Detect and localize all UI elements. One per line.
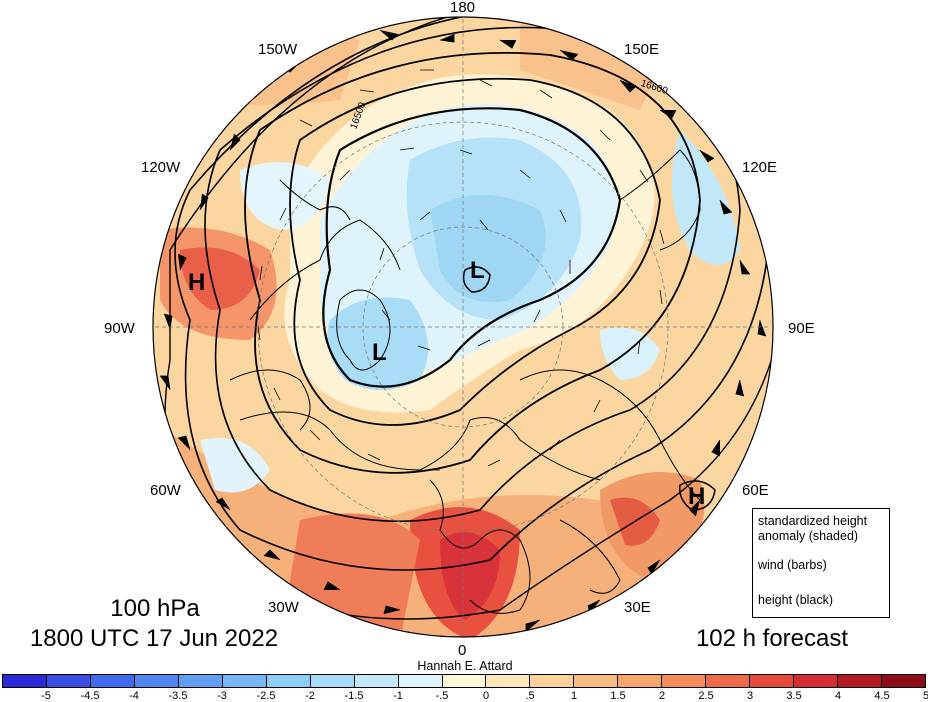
lon-label-180: 180 [450, 0, 476, 16]
colorbar-tick-label: -3 [217, 690, 227, 702]
colorbar-swatch [574, 675, 619, 687]
colorbar-tick-label: -1 [393, 690, 403, 702]
legend-wind: wind (barbs) [758, 558, 827, 572]
forecast-hour-title: 102 h forecast [695, 625, 849, 652]
colorbar-swatch [794, 675, 839, 687]
colorbar-swatch [618, 675, 663, 687]
colorbar-tick-label: -2 [305, 690, 315, 702]
high-center-west: H [188, 269, 206, 296]
colorbar-tick-label: 2 [658, 690, 666, 702]
lon-label-30e: 30E [624, 599, 651, 616]
colorbar-swatch [706, 675, 751, 687]
high-center-asia: H [688, 483, 706, 510]
colorbar-tick-label: -4.5 [80, 690, 100, 702]
colorbar-swatch [266, 675, 311, 687]
colorbar-tick-label: 2.5 [698, 690, 714, 702]
lon-label-120w: 120W [141, 159, 181, 176]
valid-time-title: 1800 UTC 17 Jun 2022 [29, 625, 279, 652]
legend-height: height (black) [758, 593, 834, 607]
legend-anomaly-line1: standardized height [758, 514, 868, 528]
colorbar-swatch [310, 675, 355, 687]
colorbar-tick-label: 3 [746, 690, 754, 702]
coastlines [229, 149, 701, 614]
colorbar-tick-label: -.5 [435, 690, 449, 702]
map-boundary [152, 16, 774, 638]
colorbar-swatch [486, 675, 531, 687]
colorbar-ticks: -5 -4.5 -4 -3.5 -3 -2.5 -2 -1.5 -1 -.5 0 .5 1 1.5 2 2.5… [2, 690, 928, 702]
colorbar-swatch [442, 675, 487, 687]
colorbar-swatch [222, 675, 267, 687]
colorbar-tick-label: -4 [129, 690, 139, 702]
map-legend: standardized height anomaly (shaded) win… [752, 508, 890, 618]
colorbar-tick-label: 1.5 [610, 690, 626, 702]
colorbar-swatch [178, 675, 223, 687]
colorbar-swatch [398, 675, 443, 687]
lon-label-60e: 60E [742, 482, 769, 499]
colorbar-tick-label: 0 [482, 690, 490, 702]
low-center-siberia: L [470, 257, 485, 284]
lon-label-150w: 150W [258, 41, 298, 58]
lon-label-90w: 90W [104, 320, 135, 337]
colorbar [2, 674, 926, 688]
colorbar-swatch [3, 675, 47, 687]
legend-anomaly-line2: anomaly (shaded) [758, 529, 859, 543]
lon-label-0: 0 [458, 642, 467, 659]
colorbar-swatch [354, 675, 399, 687]
lon-label-30w: 30W [268, 599, 299, 616]
colorbar-swatch [838, 675, 883, 687]
low-center-canada: L [372, 339, 387, 366]
colorbar-swatch [750, 675, 795, 687]
colorbar-tick-label: 3.5 [786, 690, 802, 702]
colorbar-tick-label: -1.5 [344, 690, 364, 702]
colorbar-swatch [530, 675, 575, 687]
colorbar-tick-label: 1 [570, 690, 578, 702]
colorbar-swatch [90, 675, 135, 687]
colorbar-tick-label: .5 [525, 690, 535, 702]
colorbar-swatch [46, 675, 91, 687]
colorbar-tick-label: 5 [922, 690, 928, 702]
colorbar-swatch [662, 675, 707, 687]
colorbar-swatch [134, 675, 179, 687]
anomaly-shading [153, 17, 773, 637]
author-credit: Hannah E. Attard [417, 659, 513, 673]
lon-label-90e: 90E [788, 320, 815, 337]
lon-label-60w: 60W [150, 482, 181, 499]
pressure-level-title: 100 hPa [110, 595, 200, 622]
colorbar-tick-label: 4 [834, 690, 842, 702]
colorbar-tick-label: 4.5 [874, 690, 890, 702]
colorbar-tick-label: -3.5 [168, 690, 188, 702]
graticule [155, 19, 771, 635]
lon-label-150e: 150E [624, 41, 660, 58]
colorbar-tick-label: -5 [41, 690, 51, 702]
lon-label-120e: 120E [742, 159, 778, 176]
colorbar-tick-label: -2.5 [256, 690, 276, 702]
colorbar-swatch [882, 675, 926, 687]
